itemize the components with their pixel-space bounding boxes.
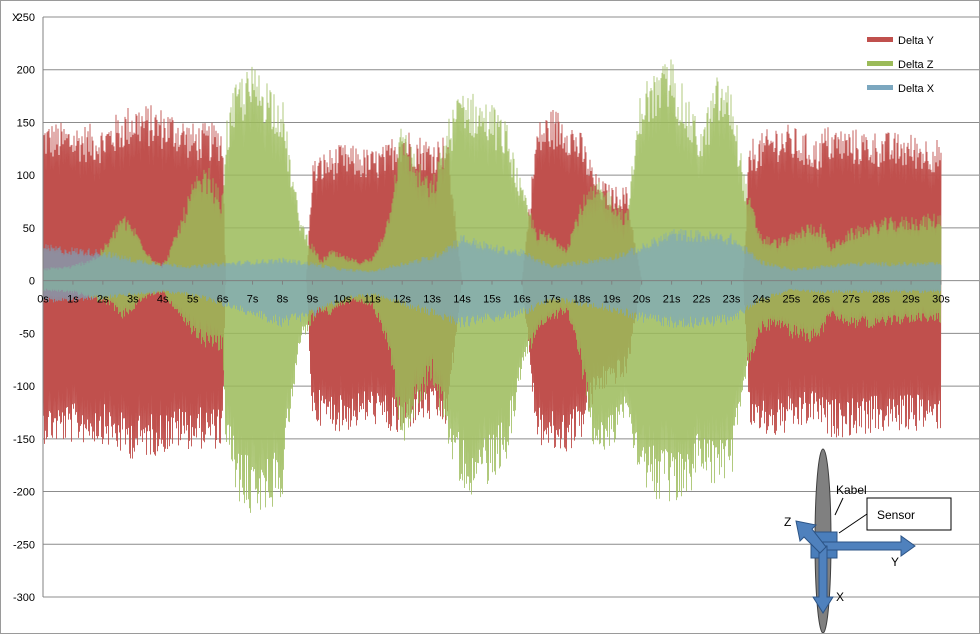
x-tick-label: 5s (187, 294, 199, 306)
series-areas (42, 59, 942, 513)
legend-swatch (867, 37, 893, 42)
x-tick-label: 25s (782, 294, 800, 306)
x-tick-label: 30s (932, 294, 950, 306)
y-tick-label: 200 (17, 65, 35, 77)
sensor-label: Sensor (877, 508, 915, 522)
x-axis-arrow (812, 545, 834, 614)
legend-label: Delta Z (898, 59, 934, 71)
x-tick-label: 0s (37, 294, 49, 306)
x-tick-label: 7s (247, 294, 259, 306)
legend-label: Delta Y (898, 35, 935, 47)
y-tick-label: -50 (19, 328, 35, 340)
sensor-callout-line (838, 513, 868, 534)
y-axis-arrow (822, 535, 916, 557)
y-tick-labels: -300 -250 -200 -150 -100 -50 0 50 100 150 200 250 (13, 12, 35, 604)
y-tick-label: 100 (17, 170, 35, 182)
y-tick-label: -300 (13, 592, 35, 604)
x-tick-label: 6s (217, 294, 229, 306)
y-tick-label: 50 (23, 223, 35, 235)
y-tick-label: 0 (29, 276, 35, 288)
y-tick-label: -200 (13, 487, 35, 499)
x-axis-label: X (836, 590, 844, 604)
x-tick-label: 2s (97, 294, 109, 306)
x-tick-labels: 0s 1s 2s 3s 4s 5s 6s 7s 8s 9s 10s 11s 12s 13s 14s 15s 16… (37, 280, 950, 306)
legend-swatch (867, 61, 893, 66)
x-tick-label: 21s (663, 294, 681, 306)
x-tick-label: 27s (842, 294, 860, 306)
x-tick-label: 29s (902, 294, 920, 306)
z-axis-label: Z (784, 515, 791, 529)
x-tick-label: 11s (364, 294, 381, 306)
x-tick-label: 24s (753, 294, 771, 306)
x-tick-label: 4s (157, 294, 169, 306)
legend: Delta Y Delta Z Delta X (867, 35, 935, 95)
z-axis-arrow (795, 520, 827, 554)
x-tick-label: 1s (67, 294, 79, 306)
x-tick-label: 3s (127, 294, 139, 306)
x-tick-label: 28s (872, 294, 890, 306)
x-tick-label: 13s (423, 294, 441, 306)
x-tick-label: 9s (307, 294, 319, 306)
x-tick-label: 23s (723, 294, 741, 306)
y-tick-label: -250 (13, 539, 35, 551)
sensor-diagram: Sensor Kabel Z Y X (784, 448, 952, 633)
x-tick-label: 19s (603, 294, 621, 306)
x-tick-label: 20s (633, 294, 651, 306)
x-tick-label: 14s (453, 294, 471, 306)
sensor-label-box (866, 497, 952, 531)
y-tick-label: -100 (13, 381, 35, 393)
x-tick-label: 8s (277, 294, 289, 306)
cable-label: Kabel (836, 483, 867, 497)
x-tick-label: 15s (483, 294, 501, 306)
y-axis-label: Y (891, 555, 899, 569)
y-axis-title: X (12, 12, 20, 24)
y-tick-label: -150 (13, 434, 35, 446)
legend-label: Delta X (898, 83, 935, 95)
legend-swatch (867, 85, 893, 90)
cable-callout-line (834, 497, 844, 516)
x-tick-label: 17s (543, 294, 561, 306)
x-tick-label: 10s (333, 294, 351, 306)
x-tick-label: 12s (393, 294, 411, 306)
x-tick-label: 16s (513, 294, 531, 306)
x-tick-label: 18s (573, 294, 591, 306)
y-tick-label: 250 (17, 12, 35, 24)
x-tick-label: 22s (693, 294, 711, 306)
y-tick-label: 150 (17, 117, 35, 129)
x-tick-label: 26s (812, 294, 830, 306)
